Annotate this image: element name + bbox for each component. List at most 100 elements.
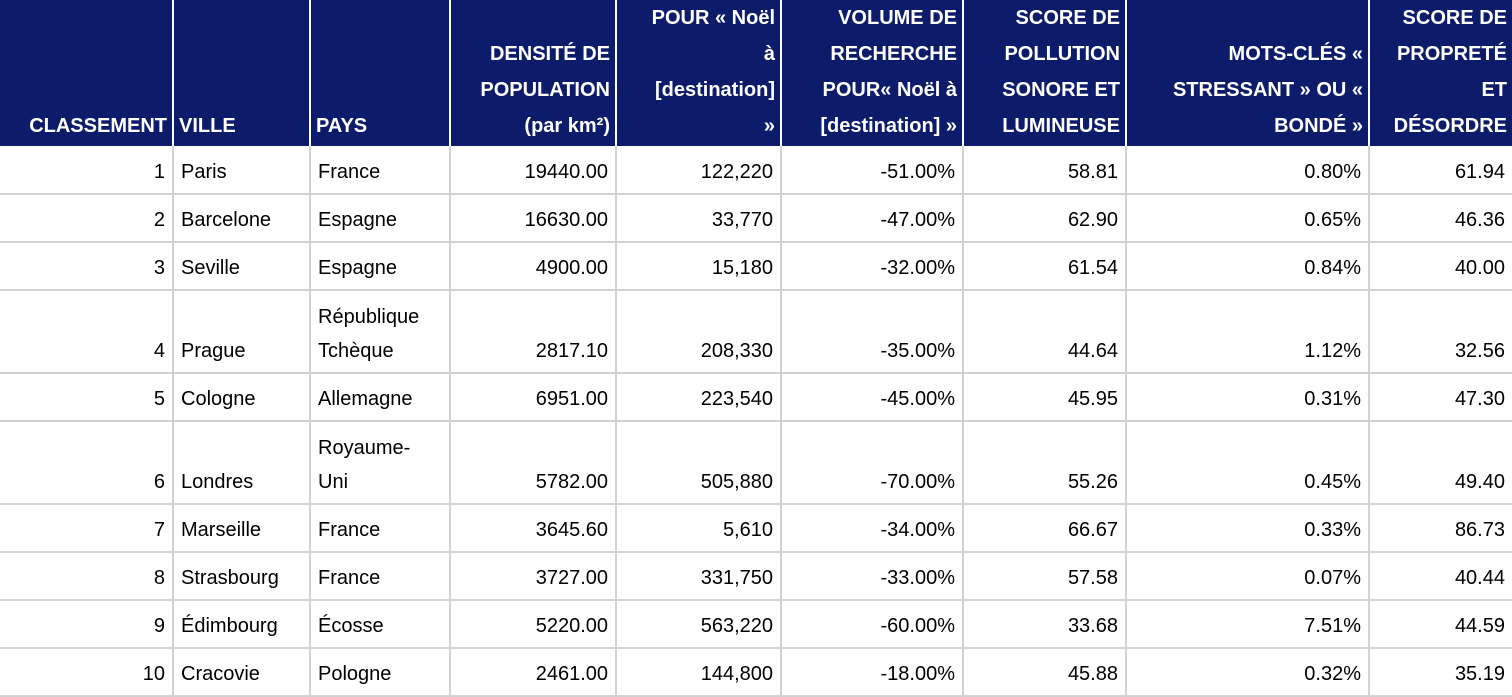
cell-volume-recherche: -33.00% (781, 552, 964, 601)
cell-score-proprete: 47.30 (1369, 373, 1512, 422)
table-row: 3 Seville Espagne 4900.00 15,180 -32.00% 61.54… (0, 242, 1512, 291)
cell-pour-noel-destination: 144,800 (616, 648, 782, 697)
cell-score-proprete: 61.94 (1369, 146, 1512, 195)
cell-pour-noel-destination: 5,610 (616, 504, 782, 553)
cell-pays: Allemagne (310, 373, 451, 422)
cell-pays: Espagne (310, 194, 451, 243)
cell-classement: 8 (0, 552, 174, 601)
table-row: 9 Édimbourg Écosse 5220.00 563,220 -60.00% 33.… (0, 600, 1512, 649)
cell-pays: France (310, 552, 451, 601)
cell-pays: Écosse (310, 600, 451, 649)
column-header-score-pollution: SCORE DE POLLUTION SONORE ET LUMINEUSE (963, 0, 1127, 146)
cell-score-proprete: 86.73 (1369, 504, 1512, 553)
cell-classement: 6 (0, 421, 174, 505)
cell-volume-recherche: -35.00% (781, 290, 964, 374)
cell-volume-recherche: -70.00% (781, 421, 964, 505)
cell-score-proprete: 35.19 (1369, 648, 1512, 697)
cell-pays: République Tchèque (310, 290, 451, 374)
cell-pour-noel-destination: 33,770 (616, 194, 782, 243)
cell-volume-recherche: -60.00% (781, 600, 964, 649)
cell-classement: 3 (0, 242, 174, 291)
cell-volume-recherche: -47.00% (781, 194, 964, 243)
cell-ville: Barcelone (173, 194, 311, 243)
cell-classement: 10 (0, 648, 174, 697)
cell-mots-cles: 0.65% (1126, 194, 1370, 243)
column-header-ville: VILLE (173, 0, 311, 146)
table-body: 1 Paris France 19440.00 122,220 -51.00% 58.81 0… (0, 146, 1512, 697)
cell-ville: Strasbourg (173, 552, 311, 601)
cell-mots-cles: 0.33% (1126, 504, 1370, 553)
cell-volume-recherche: -18.00% (781, 648, 964, 697)
cell-ville: Édimbourg (173, 600, 311, 649)
cell-classement: 4 (0, 290, 174, 374)
cell-classement: 2 (0, 194, 174, 243)
cell-mots-cles: 0.84% (1126, 242, 1370, 291)
cell-pays: France (310, 146, 451, 195)
column-header-pays: PAYS (310, 0, 451, 146)
cell-mots-cles: 0.07% (1126, 552, 1370, 601)
cell-pour-noel-destination: 505,880 (616, 421, 782, 505)
cell-densite-population: 6951.00 (450, 373, 617, 422)
cell-densite-population: 19440.00 (450, 146, 617, 195)
cell-mots-cles: 7.51% (1126, 600, 1370, 649)
cell-classement: 9 (0, 600, 174, 649)
cell-score-pollution: 62.90 (963, 194, 1127, 243)
cell-score-pollution: 57.58 (963, 552, 1127, 601)
cell-score-proprete: 40.44 (1369, 552, 1512, 601)
cell-pour-noel-destination: 15,180 (616, 242, 782, 291)
cell-densite-population: 3727.00 (450, 552, 617, 601)
cell-volume-recherche: -45.00% (781, 373, 964, 422)
cell-score-pollution: 45.88 (963, 648, 1127, 697)
cell-classement: 1 (0, 146, 174, 195)
cell-densite-population: 4900.00 (450, 242, 617, 291)
table-row: 5 Cologne Allemagne 6951.00 223,540 -45.00% 45… (0, 373, 1512, 422)
cell-ville: Londres (173, 421, 311, 505)
cell-volume-recherche: -51.00% (781, 146, 964, 195)
header-row: CLASSEMENT VILLE PAYS DENSITÉ DE POPULATION… (0, 0, 1512, 146)
cell-score-pollution: 45.95 (963, 373, 1127, 422)
table-row: 2 Barcelone Espagne 16630.00 33,770 -47.00% 62… (0, 194, 1512, 243)
cell-pour-noel-destination: 563,220 (616, 600, 782, 649)
cell-score-proprete: 32.56 (1369, 290, 1512, 374)
cell-densite-population: 2817.10 (450, 290, 617, 374)
table-row: 7 Marseille France 3645.60 5,610 -34.00% 66.67… (0, 504, 1512, 553)
cell-classement: 7 (0, 504, 174, 553)
cell-score-pollution: 55.26 (963, 421, 1127, 505)
table-row: 8 Strasbourg France 3727.00 331,750 -33.00% 57… (0, 552, 1512, 601)
cell-pour-noel-destination: 122,220 (616, 146, 782, 195)
cell-pour-noel-destination: 223,540 (616, 373, 782, 422)
cell-score-pollution: 61.54 (963, 242, 1127, 291)
cell-pays: France (310, 504, 451, 553)
cell-score-proprete: 40.00 (1369, 242, 1512, 291)
cell-ville: Prague (173, 290, 311, 374)
cell-densite-population: 2461.00 (450, 648, 617, 697)
cell-mots-cles: 0.80% (1126, 146, 1370, 195)
cell-pays: Royaume- Uni (310, 421, 451, 505)
table-row: 1 Paris France 19440.00 122,220 -51.00% 58.81 0… (0, 146, 1512, 195)
cell-volume-recherche: -32.00% (781, 242, 964, 291)
cell-mots-cles: 0.32% (1126, 648, 1370, 697)
cell-ville: Cologne (173, 373, 311, 422)
cell-volume-recherche: -34.00% (781, 504, 964, 553)
column-header-volume-recherche: VOLUME DE RECHERCHE POUR« Noël à [destin… (781, 0, 964, 146)
cell-pour-noel-destination: 331,750 (616, 552, 782, 601)
table-row: 6 Londres Royaume- Uni 5782.00 505,880 -70.00… (0, 421, 1512, 505)
cell-ville: Cracovie (173, 648, 311, 697)
cell-pour-noel-destination: 208,330 (616, 290, 782, 374)
cell-ville: Marseille (173, 504, 311, 553)
column-header-densite-population: DENSITÉ DE POPULATION (par km²) (450, 0, 617, 146)
cell-pays: Espagne (310, 242, 451, 291)
column-header-mots-cles: MOTS-CLÉS « STRESSANT » OU « BONDÉ » (1126, 0, 1370, 146)
column-header-score-proprete: SCORE DE PROPRETÉ ET DÉSORDRE (1369, 0, 1512, 146)
cell-score-proprete: 44.59 (1369, 600, 1512, 649)
cell-score-pollution: 33.68 (963, 600, 1127, 649)
cell-densite-population: 5220.00 (450, 600, 617, 649)
cell-mots-cles: 0.31% (1126, 373, 1370, 422)
cell-densite-population: 3645.60 (450, 504, 617, 553)
cell-ville: Paris (173, 146, 311, 195)
cell-score-pollution: 66.67 (963, 504, 1127, 553)
cell-ville: Seville (173, 242, 311, 291)
table-row: 10 Cracovie Pologne 2461.00 144,800 -18.00% 45… (0, 648, 1512, 697)
cell-densite-population: 5782.00 (450, 421, 617, 505)
